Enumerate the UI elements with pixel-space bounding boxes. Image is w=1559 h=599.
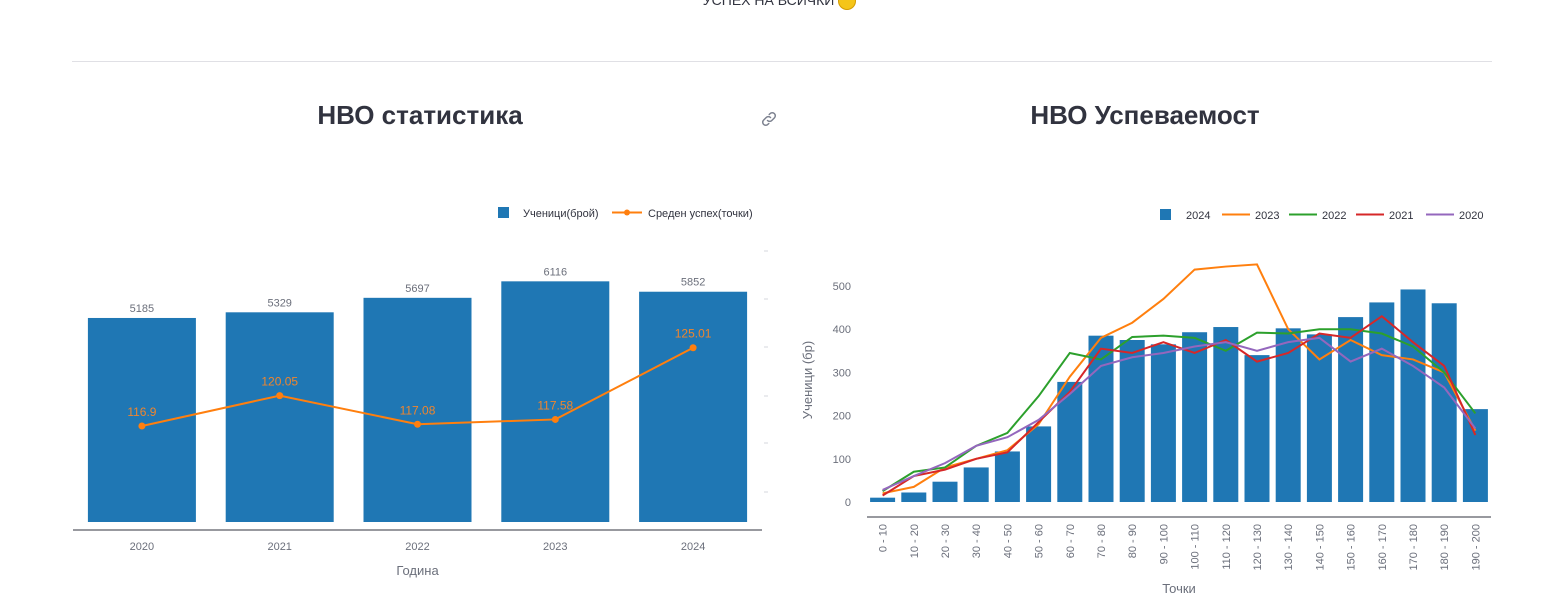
avg-score-point-2023 bbox=[551, 415, 559, 423]
x-tick-50-60: 50 - 60 bbox=[1034, 524, 1046, 558]
legend-right: 2024 2023 2022 2021 2020 bbox=[1160, 209, 1483, 222]
line-2020 bbox=[882, 336, 1477, 491]
avg-score-label-2020: 116.9 bbox=[127, 405, 156, 419]
bar-2022 bbox=[363, 297, 472, 522]
x-tick-90-100: 90 - 100 bbox=[1158, 524, 1170, 564]
bar-50-60 bbox=[1026, 426, 1052, 502]
x-tick-20-30: 20 - 30 bbox=[940, 524, 952, 558]
avg-score-label-2022: 117.08 bbox=[400, 403, 436, 417]
x-tick-2023: 2023 bbox=[543, 541, 567, 553]
bar-2020 bbox=[87, 317, 196, 522]
x-tick-100-110: 100 - 110 bbox=[1190, 524, 1202, 570]
y-tick-400: 400 bbox=[833, 324, 851, 336]
y-tick-0: 0 bbox=[845, 497, 851, 509]
x-tick-190-200: 190 - 200 bbox=[1470, 524, 1482, 570]
bar-100-110 bbox=[1182, 332, 1208, 502]
right-chart-title: НВО Успеваемост bbox=[1030, 100, 1260, 130]
y-tick-200: 200 bbox=[833, 411, 851, 423]
bar-30-40 bbox=[963, 467, 989, 502]
bar-120-130 bbox=[1244, 355, 1270, 502]
bar-2024 bbox=[639, 291, 748, 522]
bar-110-120 bbox=[1213, 327, 1239, 502]
avg-score-point-2024 bbox=[689, 344, 697, 352]
legend-label-students: Ученици(брой) bbox=[523, 208, 599, 220]
x-tick-2021: 2021 bbox=[267, 541, 291, 553]
x-tick-2020: 2020 bbox=[130, 541, 154, 553]
legend-label-2021: 2021 bbox=[1389, 210, 1413, 222]
bar-130-140 bbox=[1275, 328, 1301, 502]
x-tick-70-80: 70 - 80 bbox=[1096, 524, 1108, 558]
bar-90-100 bbox=[1150, 344, 1176, 502]
y-axis-title: Ученици (бр) bbox=[800, 341, 815, 419]
y-tick-300: 300 bbox=[833, 367, 851, 379]
avg-score-label-2021: 120.05 bbox=[261, 375, 298, 389]
bar-20-30 bbox=[932, 481, 958, 502]
x-tick-160-170: 160 - 170 bbox=[1377, 524, 1389, 570]
x-axis-title: Година bbox=[396, 563, 439, 578]
bar-label-2022: 5697 bbox=[405, 283, 429, 295]
bar-170-180 bbox=[1400, 289, 1426, 502]
legend-marker-avg bbox=[624, 209, 630, 216]
y-tick-100: 100 bbox=[833, 454, 851, 466]
x-tick-120-130: 120 - 130 bbox=[1252, 524, 1264, 570]
x-tick-0-10: 0 - 10 bbox=[878, 524, 890, 552]
bar-150-160 bbox=[1338, 317, 1364, 502]
x-tick-180-190: 180 - 190 bbox=[1439, 524, 1451, 570]
avg-score-label-2023: 117.58 bbox=[537, 398, 573, 412]
bar-label-2023: 6116 bbox=[543, 266, 567, 278]
divider bbox=[72, 61, 1492, 62]
legend-label-2020: 2020 bbox=[1459, 210, 1483, 222]
x-tick-30-40: 30 - 40 bbox=[971, 524, 983, 558]
x-tick-170-180: 170 - 180 bbox=[1408, 524, 1420, 570]
x-tick-40-50: 40 - 50 bbox=[1002, 524, 1014, 558]
legend-left: Ученици(брой) Среден успех(точки) bbox=[498, 207, 753, 220]
x-tick-110-120: 110 - 120 bbox=[1221, 524, 1233, 570]
bar-label-2021: 5329 bbox=[267, 297, 291, 309]
x-tick-60-70: 60 - 70 bbox=[1065, 524, 1077, 558]
top-banner: УСПЕХ НА ВСИЧКИ bbox=[0, 0, 1559, 11]
avg-score-point-2022 bbox=[414, 420, 421, 428]
left-chart-title: НВО статистика bbox=[317, 100, 523, 130]
bar-2021 bbox=[225, 312, 334, 522]
y-tick-500: 500 bbox=[833, 281, 851, 293]
legend-label-2022: 2022 bbox=[1322, 210, 1346, 222]
legend-label-avg: Среден успех(точки) bbox=[648, 208, 753, 220]
avg-score-point-2021 bbox=[276, 392, 284, 400]
x-tick-130-140: 130 - 140 bbox=[1283, 524, 1295, 570]
avg-score-point-2020 bbox=[138, 422, 146, 430]
x-tick-150-160: 150 - 160 bbox=[1346, 524, 1358, 570]
bar-40-50 bbox=[994, 451, 1020, 502]
bar-0-10 bbox=[870, 497, 896, 502]
top-banner-text: УСПЕХ НА ВСИЧКИ bbox=[702, 0, 835, 8]
bar-180-190 bbox=[1431, 303, 1457, 502]
bar-10-20 bbox=[901, 492, 927, 502]
bar-160-170 bbox=[1369, 302, 1395, 502]
bar-80-90 bbox=[1119, 340, 1145, 502]
bar-140-150 bbox=[1306, 334, 1332, 502]
legend-label-2023: 2023 bbox=[1255, 210, 1279, 222]
x-tick-10-20: 10 - 20 bbox=[909, 524, 921, 558]
line-2021 bbox=[882, 314, 1477, 497]
avg-score-label-2024: 125.01 bbox=[675, 327, 712, 341]
legend-swatch-students bbox=[498, 207, 509, 218]
legend-label-2024: 2024 bbox=[1186, 210, 1210, 222]
bar-label-2024: 5852 bbox=[681, 277, 705, 289]
legend-swatch-2024 bbox=[1160, 209, 1171, 220]
students-stats-chart: 5185 2020 5329 2021 5697 2022 6116 2023 5852 2024… bbox=[73, 207, 768, 578]
x-tick-140-150: 140 - 150 bbox=[1314, 524, 1326, 570]
x-tick-80-90: 80 - 90 bbox=[1127, 524, 1139, 558]
x-tick-2024: 2024 bbox=[681, 541, 705, 553]
x-tick-2022: 2022 bbox=[405, 541, 429, 553]
x-axis-title-right: Точки bbox=[1162, 581, 1196, 596]
bar-label-2020: 5185 bbox=[130, 303, 154, 315]
link-icon[interactable] bbox=[760, 110, 778, 128]
bar-190-200 bbox=[1462, 409, 1488, 502]
